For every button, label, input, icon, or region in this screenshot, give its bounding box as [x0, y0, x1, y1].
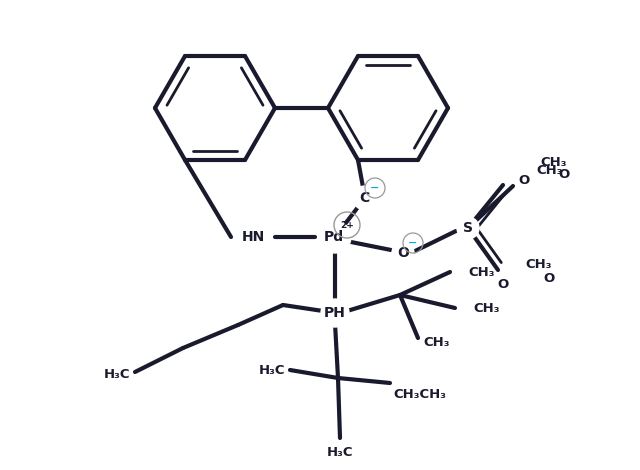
Text: PH: PH [324, 306, 346, 320]
Text: −: − [408, 238, 418, 248]
Circle shape [321, 299, 349, 327]
Text: C: C [359, 191, 369, 205]
Text: HN: HN [241, 230, 264, 244]
Text: H₃C: H₃C [104, 368, 130, 381]
Text: 2+: 2+ [340, 220, 354, 229]
Text: CH₃: CH₃ [525, 258, 552, 272]
Text: CH₃CH₃: CH₃CH₃ [393, 389, 446, 401]
Text: O: O [497, 277, 509, 290]
Text: O: O [397, 246, 409, 260]
Text: CH₃: CH₃ [423, 337, 449, 350]
Text: O: O [558, 169, 569, 181]
Text: O: O [543, 272, 554, 284]
Text: CH₃: CH₃ [468, 266, 495, 279]
Circle shape [353, 186, 377, 210]
Text: −: − [371, 183, 380, 193]
Circle shape [457, 217, 479, 239]
Text: H₃C: H₃C [327, 446, 353, 459]
Text: CH₃: CH₃ [473, 301, 499, 314]
Text: Pd: Pd [324, 230, 344, 244]
Circle shape [239, 223, 267, 251]
Text: CH₃: CH₃ [536, 164, 563, 177]
Text: H₃C: H₃C [259, 363, 285, 376]
Circle shape [319, 221, 351, 253]
Text: S: S [463, 221, 473, 235]
Text: CH₃: CH₃ [540, 157, 566, 170]
Text: O: O [518, 173, 529, 187]
Circle shape [392, 242, 414, 264]
